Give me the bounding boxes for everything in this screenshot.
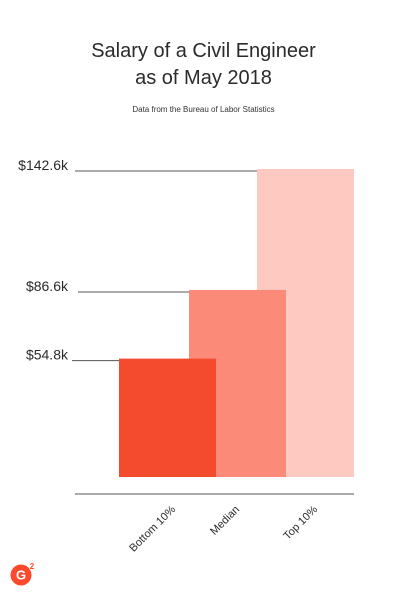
- chart-title: Salary of a Civil Engineer as of May 201…: [0, 38, 407, 92]
- bars-group: [119, 169, 354, 477]
- svg-text:G: G: [16, 568, 26, 583]
- bar-bottom-10: [119, 358, 216, 477]
- category-label-median: Median: [208, 504, 242, 538]
- chart-subtitle: Data from the Bureau of Labor Statistics: [132, 105, 275, 114]
- category-label-bottom-10: Bottom 10%: [127, 503, 178, 554]
- chart-title-line-2: as of May 2018: [135, 67, 272, 89]
- value-label-top-10: $142.6k: [18, 157, 69, 173]
- category-label-top-10: Top 10%: [281, 503, 320, 542]
- value-leader-lines: [72, 170, 257, 362]
- value-label-bottom-10: $54.8k: [26, 347, 69, 363]
- category-labels-group: Bottom 10% Median Top 10%: [127, 503, 320, 554]
- svg-text:2: 2: [30, 562, 35, 571]
- g2-logo-icon: G 2: [10, 562, 35, 586]
- value-label-median: $86.6k: [26, 278, 69, 294]
- chart-title-line-1: Salary of a Civil Engineer: [91, 40, 316, 62]
- value-labels-group: $54.8k $86.6k $142.6k: [18, 157, 69, 363]
